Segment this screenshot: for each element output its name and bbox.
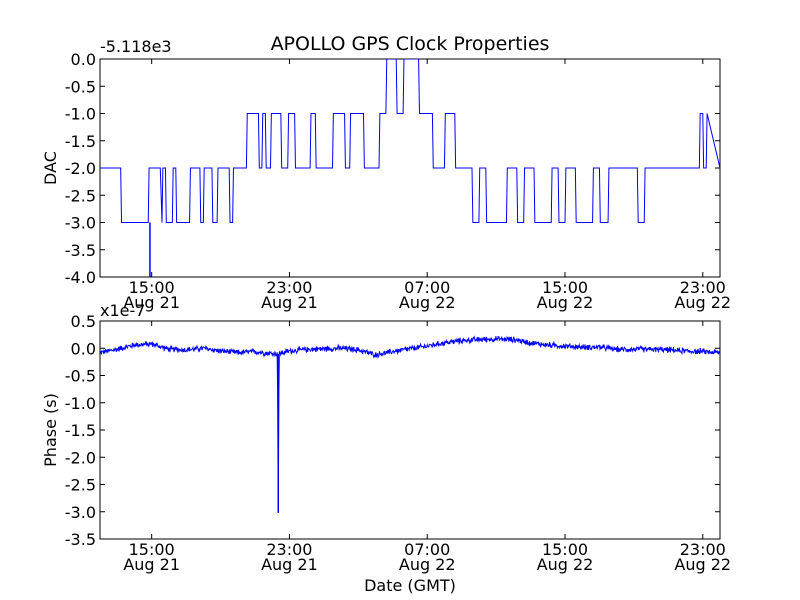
- dac-ticks: 0.0 -0.5 -1.0 -1.5 -2.0 -2.5 -3.0 -3.5 -4.0 15:00…: [65, 50, 731, 312]
- dac-xtick-date: Aug 21: [261, 293, 318, 312]
- phase-xtick-time: 15:00: [129, 540, 175, 559]
- dac-xtick-date: Aug 22: [399, 293, 456, 312]
- phase-ytick-label: -3.0: [65, 503, 96, 522]
- phase-xtick-time: 23:00: [680, 540, 726, 559]
- dac-ylabel: DAC: [41, 151, 60, 185]
- dac-ytick-label: -4.0: [65, 268, 96, 287]
- dac-panel: APOLLO GPS Clock Properties -5.118e3 0.0…: [41, 33, 731, 312]
- chart-title: APOLLO GPS Clock Properties: [271, 33, 550, 55]
- phase-ytick-label: -2.0: [65, 448, 96, 467]
- phase-ytick-label: -3.5: [65, 530, 96, 549]
- phase-ticks: 0.50.0-0.5-1.0-1.5-2.0-2.5-3.0-3.515:00A…: [65, 312, 731, 574]
- phase-xtick-date: Aug 22: [399, 555, 456, 574]
- dac-ytick-label: -3.0: [65, 214, 96, 233]
- phase-series-line: [100, 335, 720, 474]
- dac-ytick-label: 0.0: [71, 50, 96, 69]
- dac-xtick-time: 23:00: [680, 278, 726, 297]
- dac-offset-text: -5.118e3: [100, 37, 172, 56]
- phase-panel: x1e-7 0.5 0.0 -0.5 -1.0 -1.5 -2.0 -2.5 -3.0 -3.5…: [41, 301, 731, 595]
- phase-ytick-label: 0.0: [71, 339, 96, 358]
- dac-xtick-time: 23:00: [266, 278, 312, 297]
- dac-ytick-label: -0.5: [65, 77, 96, 96]
- phase-ylabel: Phase (s): [41, 393, 60, 467]
- dac-lines: [100, 59, 720, 277]
- dac-xtick-date: Aug 22: [674, 293, 731, 312]
- phase-xtick-date: Aug 21: [261, 555, 318, 574]
- phase-xtick-time: 23:00: [266, 540, 312, 559]
- phase-ytick-label: -1.0: [65, 394, 96, 413]
- dac-xtick-date: Aug 22: [537, 293, 594, 312]
- dac-ytick-label: -2.0: [65, 159, 96, 178]
- dac-series-line: [100, 59, 720, 223]
- dac-xtick-date: Aug 21: [123, 293, 180, 312]
- dac-xtick-time: 07:00: [404, 278, 450, 297]
- phase-xtick-date: Aug 22: [674, 555, 731, 574]
- phase-xtick-date: Aug 22: [537, 555, 594, 574]
- dac-ytick-label: -3.5: [65, 241, 96, 260]
- dac-ytick-label: -1.5: [65, 132, 96, 151]
- phase-lines: [100, 335, 720, 513]
- phase-xtick-time: 15:00: [542, 540, 588, 559]
- dac-xtick-time: 15:00: [129, 278, 175, 297]
- phase-xtick-time: 07:00: [404, 540, 450, 559]
- dac-ytick-label: -2.5: [65, 186, 96, 205]
- phase-ytick-label: -0.5: [65, 367, 96, 386]
- phase-ytick-label: 0.5: [71, 312, 96, 331]
- phase-offset-text: x1e-7: [100, 301, 145, 320]
- phase-ytick-label: -1.5: [65, 421, 96, 440]
- phase-xlabel: Date (GMT): [364, 576, 456, 595]
- phase-ytick-label: -2.5: [65, 476, 96, 495]
- phase-axes-frame: [99, 320, 721, 540]
- phase-xtick-date: Aug 21: [123, 555, 180, 574]
- dac-ytick-label: -1.0: [65, 105, 96, 124]
- dac-xtick-time: 15:00: [542, 278, 588, 297]
